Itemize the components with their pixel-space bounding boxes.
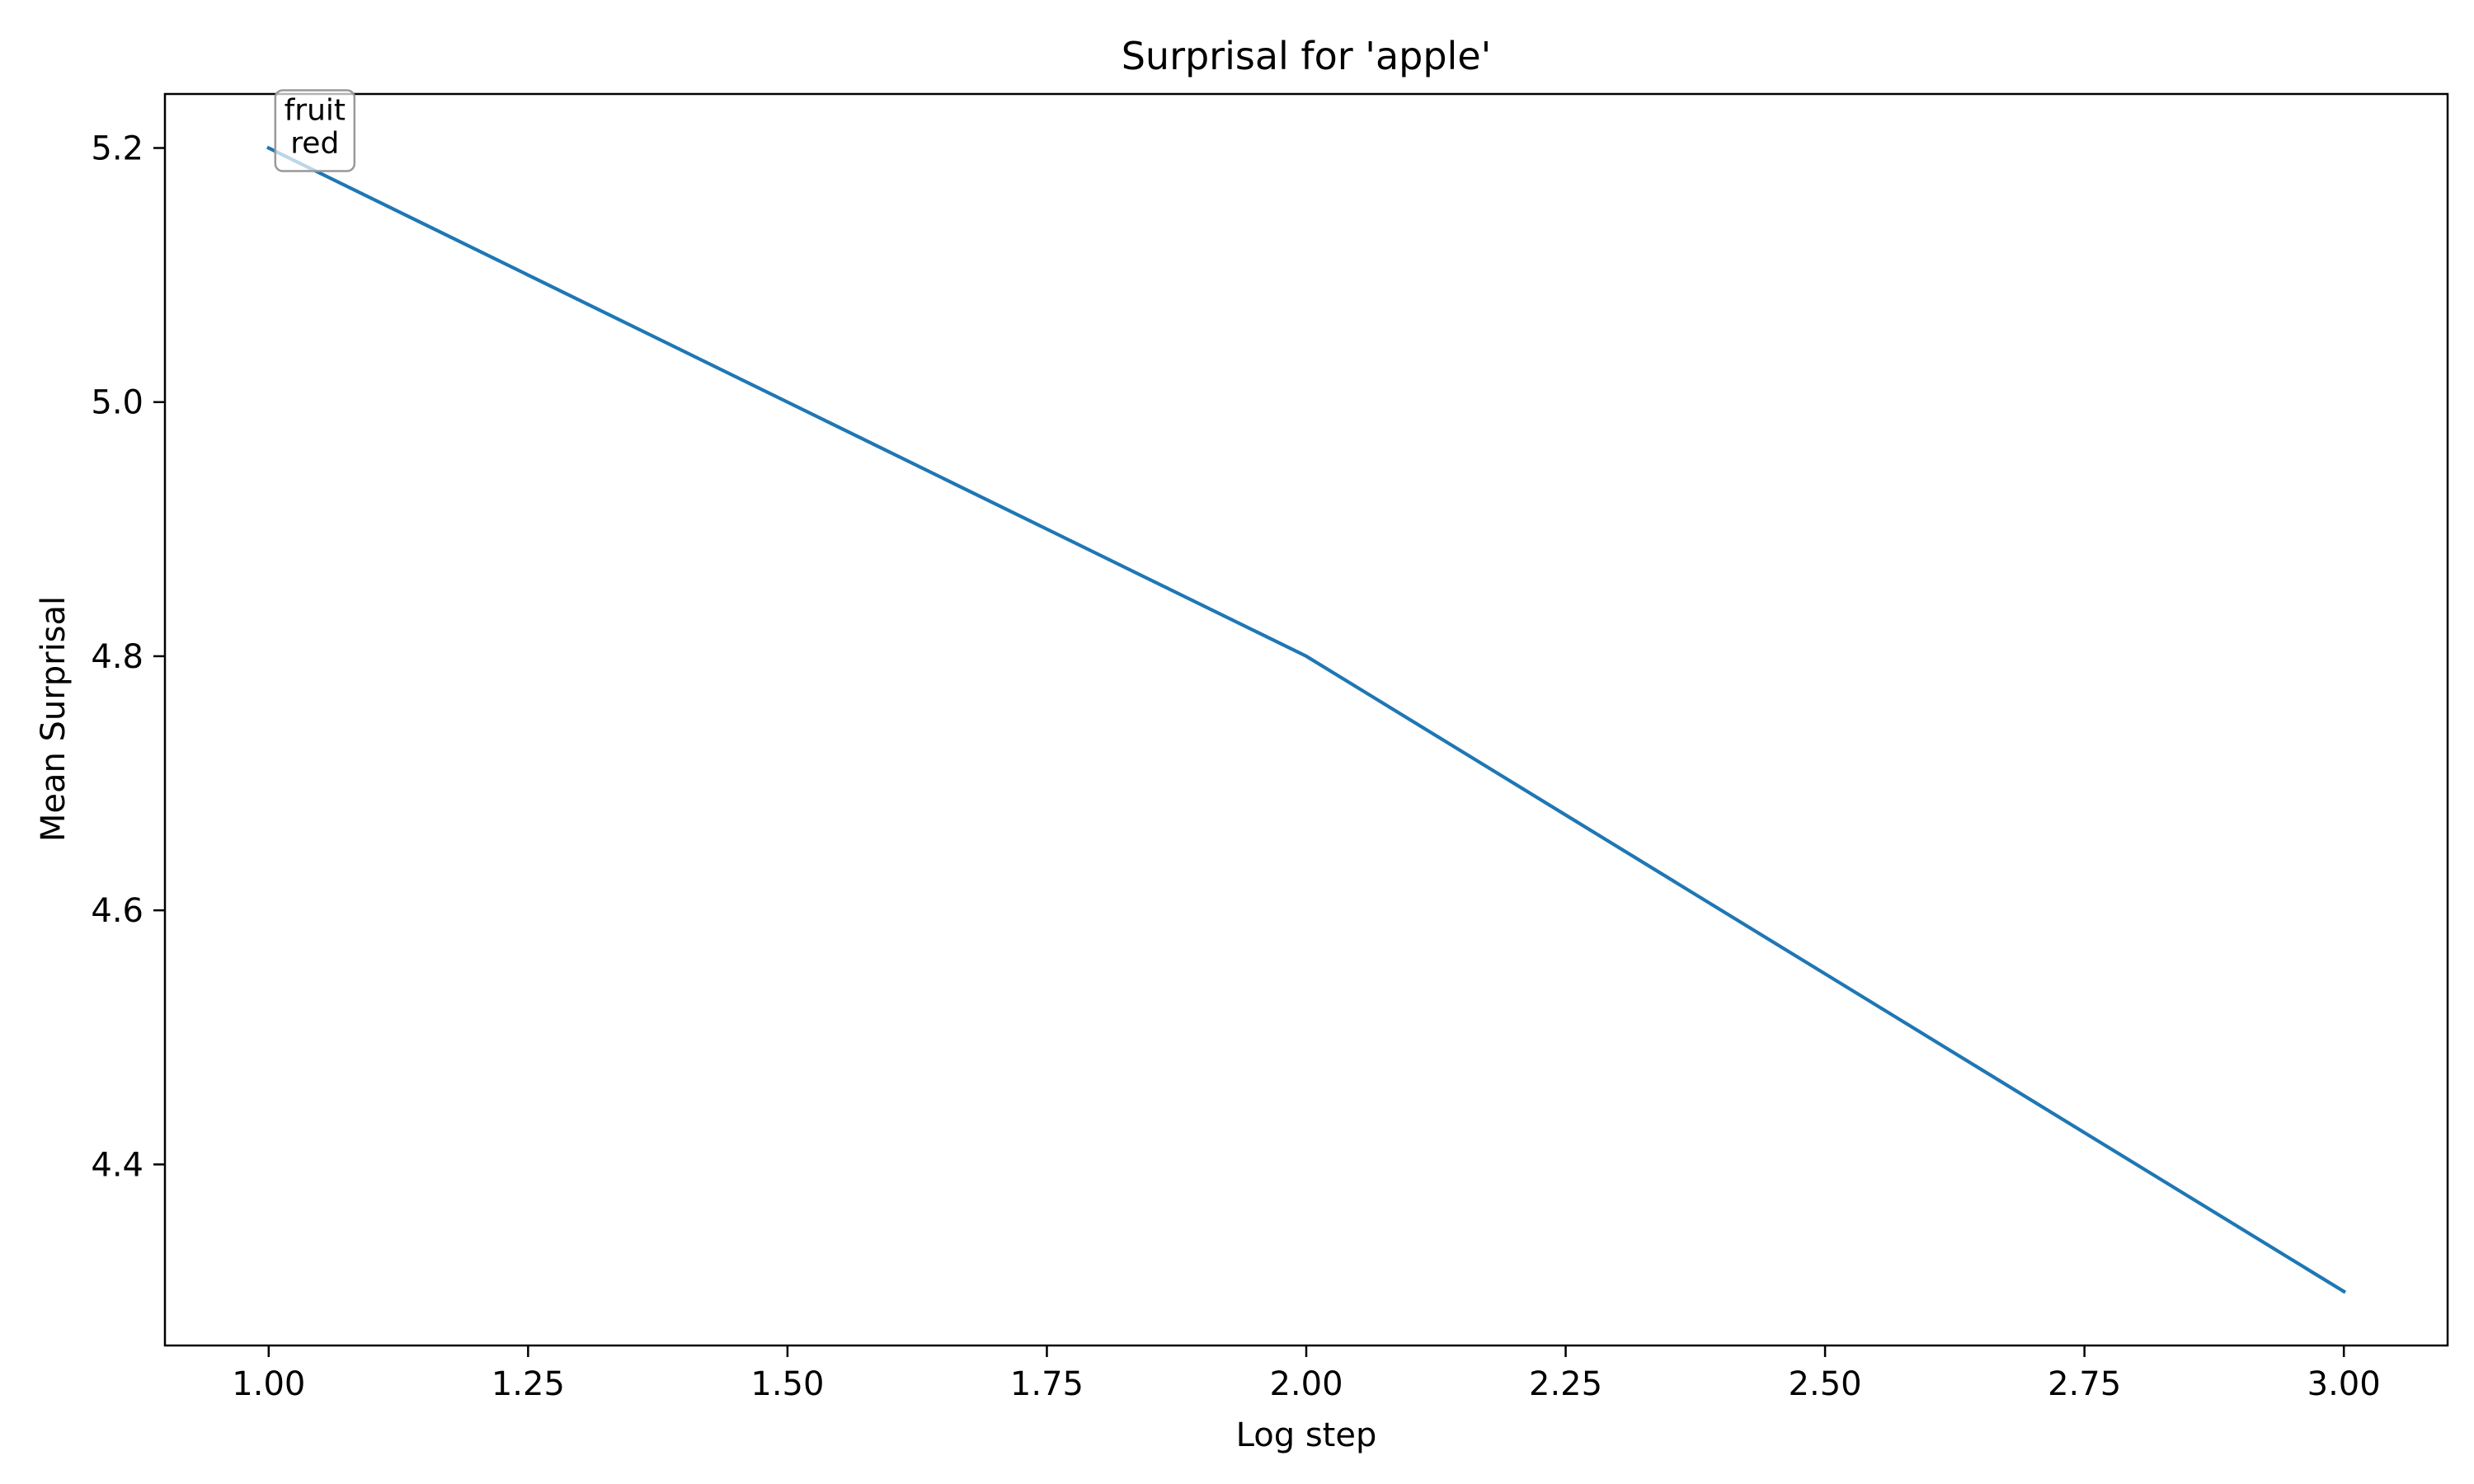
x-tick-label: 2.00 [1269, 1365, 1343, 1403]
x-tick-label: 1.25 [492, 1365, 565, 1403]
series-layer [266, 145, 2347, 1294]
y-tick-label: 4.4 [91, 1146, 143, 1184]
y-tick-label: 5.0 [91, 384, 143, 422]
x-tick-label: 2.75 [2048, 1365, 2121, 1403]
y-axis-label: Mean Surprisal [35, 596, 73, 842]
y-tick-label: 5.2 [91, 129, 143, 167]
annotation-text: fruit [285, 93, 346, 127]
annotation-box [274, 89, 356, 172]
series-line [266, 145, 2347, 1294]
y-axis-ticks: 4.4 4.6 4.8 5.0 5.2 [91, 129, 165, 1184]
y-tick-label: 4.8 [91, 638, 143, 676]
x-tick-label: 2.50 [1789, 1365, 1862, 1403]
x-tick-label: 1.00 [232, 1365, 305, 1403]
x-tick-label: 1.75 [1010, 1365, 1084, 1403]
annotation-text: red [290, 126, 339, 160]
x-tick-label: 3.00 [2307, 1365, 2381, 1403]
chart-title: Surprisal for 'apple' [1122, 34, 1492, 78]
x-tick-label: 1.50 [750, 1365, 824, 1403]
y-tick-label: 4.6 [91, 892, 143, 930]
x-axis-label: Log step [1236, 1416, 1377, 1454]
x-tick-label: 2.25 [1529, 1365, 1602, 1403]
x-axis-ticks: 1.00 1.25 1.50 1.75 2.00 2.25 2.50 2.75 3.00 [232, 1345, 2381, 1403]
